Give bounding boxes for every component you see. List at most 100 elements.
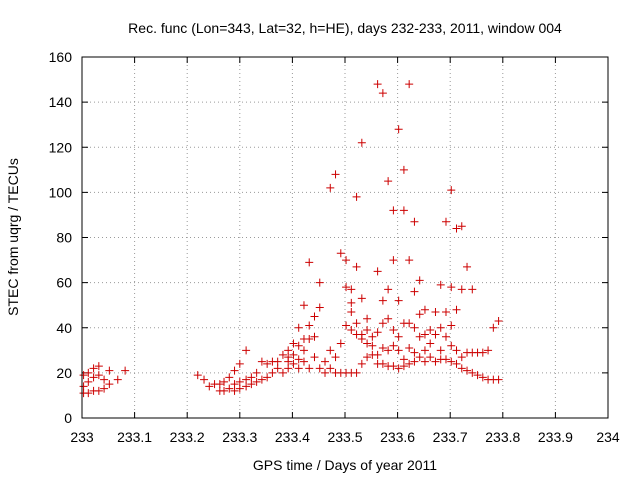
data-point [352,192,361,201]
y-tick-label: 160 [49,49,73,65]
data-point [399,206,408,215]
data-point [294,323,303,332]
x-tick-label: 233.2 [170,429,205,445]
data-point [436,346,445,355]
chart-title: Rec. func (Lon=343, Lat=32, h=HE), days … [128,20,562,36]
data-point [405,359,414,368]
data-point [389,206,398,215]
data-point [284,357,293,366]
data-point [294,364,303,373]
data-point [405,256,414,265]
plot-border [81,56,609,419]
data-point [489,323,498,332]
data-point [242,346,251,355]
data-point [468,368,477,377]
data-point [79,382,88,391]
data-point [452,346,461,355]
data-point [463,262,472,271]
x-tick-label: 233.3 [222,429,257,445]
data-point [394,346,403,355]
data-point [378,296,387,305]
data-point [447,186,456,195]
data-point [347,298,356,307]
data-point [336,249,345,258]
data-point [352,262,361,271]
data-point [284,364,293,373]
data-point [289,350,298,359]
data-point [394,364,403,373]
data-point [447,283,456,292]
data-point [200,375,209,384]
data-point [405,80,414,89]
data-point [384,285,393,294]
data-point [220,377,229,386]
data-point [257,357,266,366]
data-point [331,170,340,179]
data-point [399,165,408,174]
data-point [294,341,303,350]
data-point [215,380,224,389]
data-point [220,386,229,395]
data-point [357,138,366,147]
x-tick-label: 233.8 [485,429,520,445]
data-point [420,346,429,355]
data-point [299,301,308,310]
data-point [410,323,419,332]
data-point [436,323,445,332]
data-point [373,350,382,359]
data-point [394,125,403,134]
data-point [263,359,272,368]
data-point [257,375,266,384]
data-point [252,377,261,386]
data-point [399,362,408,371]
data-point [225,373,234,382]
data-point [242,382,251,391]
y-tick-label: 120 [49,139,73,155]
data-point [457,222,466,231]
data-point [441,217,450,226]
data-point [452,359,461,368]
data-point [415,353,424,362]
x-tick-label: 233.1 [117,429,152,445]
data-point [235,359,244,368]
data-point [235,384,244,393]
data-point [478,373,487,382]
data-point [305,258,314,267]
data-point [405,344,414,353]
y-tick-label: 140 [49,94,73,110]
data-point [389,341,398,350]
data-point [384,177,393,186]
x-axis-label: GPS time / Days of year 2011 [253,457,437,473]
data-point [347,285,356,294]
data-point [384,314,393,323]
data-point [310,312,319,321]
data-point [463,366,472,375]
data-point [431,307,440,316]
x-tick-label: 233 [70,429,94,445]
data-point [252,368,261,377]
data-point [441,332,450,341]
data-point [263,373,272,382]
x-tick-label: 233.5 [327,429,362,445]
data-point [79,371,88,380]
data-point [373,267,382,276]
data-point [426,326,435,335]
x-tick-label: 233.7 [433,429,468,445]
y-tick-label: 80 [56,230,72,246]
data-points [79,80,503,398]
data-point [121,366,130,375]
data-point [457,353,466,362]
data-point [363,326,372,335]
data-point [315,278,324,287]
data-point [352,368,361,377]
data-point [373,80,382,89]
data-point [389,256,398,265]
data-point [278,368,287,377]
data-point [242,375,251,384]
data-point [294,355,303,364]
data-point [368,332,377,341]
data-point [373,328,382,337]
tick-labels: 233 233.1 233.2 233.3 233.4 233.5 233.6 233.7 23… [49,49,620,445]
data-point [305,335,314,344]
data-point [273,357,282,366]
